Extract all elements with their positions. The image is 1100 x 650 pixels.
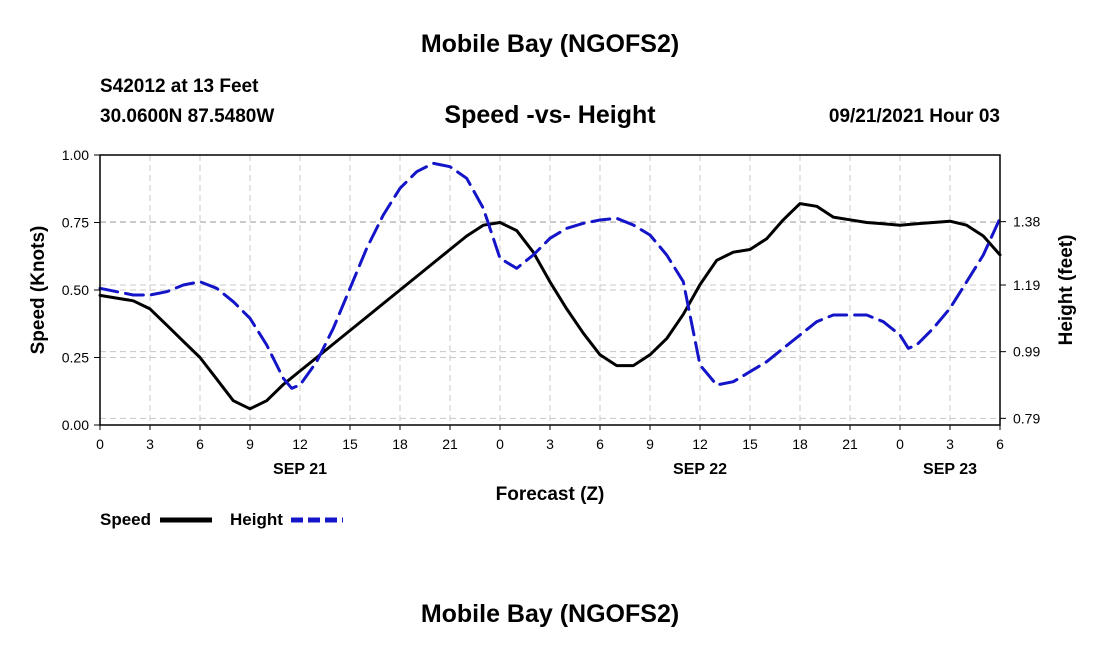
x-tick-label: 18: [792, 436, 808, 452]
x-tick-label: 6: [196, 436, 204, 452]
x-tick-label: 15: [342, 436, 358, 452]
station-label: S42012 at 13 Feet: [100, 76, 259, 97]
x-tick-label: 9: [246, 436, 254, 452]
x-tick-label: 18: [392, 436, 408, 452]
y-tick-label-left: 0.00: [62, 417, 89, 433]
x-tick-label: 3: [946, 436, 954, 452]
plot-title: Speed -vs- Height: [444, 101, 656, 129]
x-tick-label: 9: [646, 436, 654, 452]
y-axis-label-left: Speed (Knots): [28, 226, 49, 355]
axes-group: 0 3 6 9 12 15 18 21 0 3 6 9 12 15 18 21 0 3 6 SEP 21 SEP 22 S…: [62, 147, 1041, 478]
x-tick-label: 0: [496, 436, 504, 452]
x-tick-label: 21: [842, 436, 858, 452]
x-tick-label: 12: [692, 436, 708, 452]
x-tick-label: 0: [96, 436, 104, 452]
y-tick-label-left: 0.75: [62, 215, 89, 231]
y-tick-label-left: 0.50: [62, 282, 89, 298]
x-tick-label: 6: [996, 436, 1004, 452]
y-tick-label-left: 1.00: [62, 147, 89, 163]
grid-lines: [100, 155, 1000, 425]
y-tick-label-right: 1.38: [1013, 214, 1040, 230]
y-tick-label-right: 0.99: [1013, 344, 1040, 360]
x-tick-label: 6: [596, 436, 604, 452]
series-group: [98, 161, 1002, 411]
station-coordinates: 30.0600N 87.5480W: [100, 106, 275, 127]
x-tick-label: 0: [896, 436, 904, 452]
y-tick-label-right: 0.79: [1013, 410, 1040, 426]
x-tick-label: 12: [292, 436, 308, 452]
legend-height-label: Height: [230, 510, 283, 529]
x-tick-label: 3: [546, 436, 554, 452]
legend-speed-label: Speed: [100, 510, 151, 529]
series-line-speed: [98, 202, 1002, 411]
x-date-label: SEP 23: [923, 461, 977, 478]
y-tick-label-right: 1.19: [1013, 277, 1040, 293]
x-axis-label: Forecast (Z): [496, 484, 605, 505]
y-tick-label-left: 0.25: [62, 350, 89, 366]
x-date-label: SEP 21: [273, 461, 327, 478]
legend: Speed Height: [100, 510, 343, 529]
forecast-date-hour: 09/21/2021 Hour 03: [828, 106, 1000, 127]
x-tick-label: 21: [442, 436, 458, 452]
x-date-label: SEP 22: [673, 461, 727, 478]
series-line-height: [98, 161, 1002, 390]
chart-title-top: Mobile Bay (NGOFS2): [420, 30, 680, 58]
chart-title-bottom: Mobile Bay (NGOFS2): [420, 600, 680, 628]
x-tick-label: 3: [146, 436, 154, 452]
x-tick-label: 15: [742, 436, 758, 452]
y-axis-label-right: Height (feet): [1056, 235, 1077, 346]
